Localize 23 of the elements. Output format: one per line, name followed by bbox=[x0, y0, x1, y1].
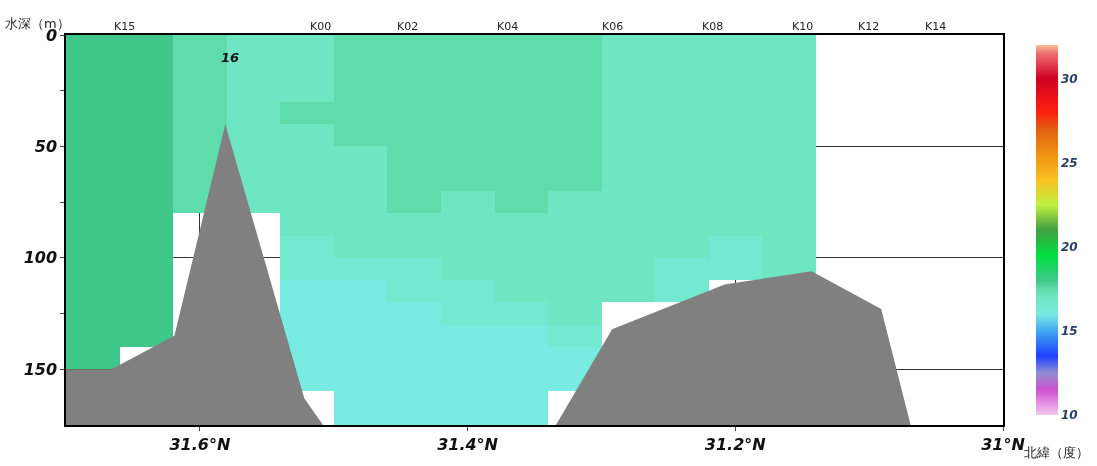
x-tick-label: 31°N bbox=[981, 434, 1026, 454]
y-tick-label: 50 bbox=[34, 137, 58, 157]
text: K12 bbox=[858, 20, 880, 33]
text: K04 bbox=[497, 20, 519, 33]
color-bar-label: 20 bbox=[1060, 240, 1078, 255]
text: K15 bbox=[114, 20, 136, 33]
x-axis-title: 北緯（度） bbox=[1024, 445, 1089, 460]
x-tick-label: 31.4°N bbox=[437, 434, 499, 454]
text: K10 bbox=[792, 20, 814, 33]
color-bar-label: 10 bbox=[1060, 408, 1078, 423]
text: K00 bbox=[310, 20, 332, 33]
color-bar-label: 25 bbox=[1060, 155, 1078, 170]
text: K08 bbox=[702, 20, 724, 33]
text: K06 bbox=[602, 20, 624, 33]
color-bar-label: 30 bbox=[1060, 71, 1078, 86]
y-tick-label: 150 bbox=[23, 359, 58, 379]
text: K02 bbox=[397, 20, 419, 33]
x-tick-label: 31.6°N bbox=[169, 434, 231, 454]
x-tick-label: 31.2°N bbox=[704, 434, 767, 454]
y-tick-label: 100 bbox=[23, 248, 58, 268]
text: K14 bbox=[925, 20, 947, 33]
annotation: 16 bbox=[221, 50, 240, 65]
color-bar-label: 15 bbox=[1060, 324, 1078, 339]
